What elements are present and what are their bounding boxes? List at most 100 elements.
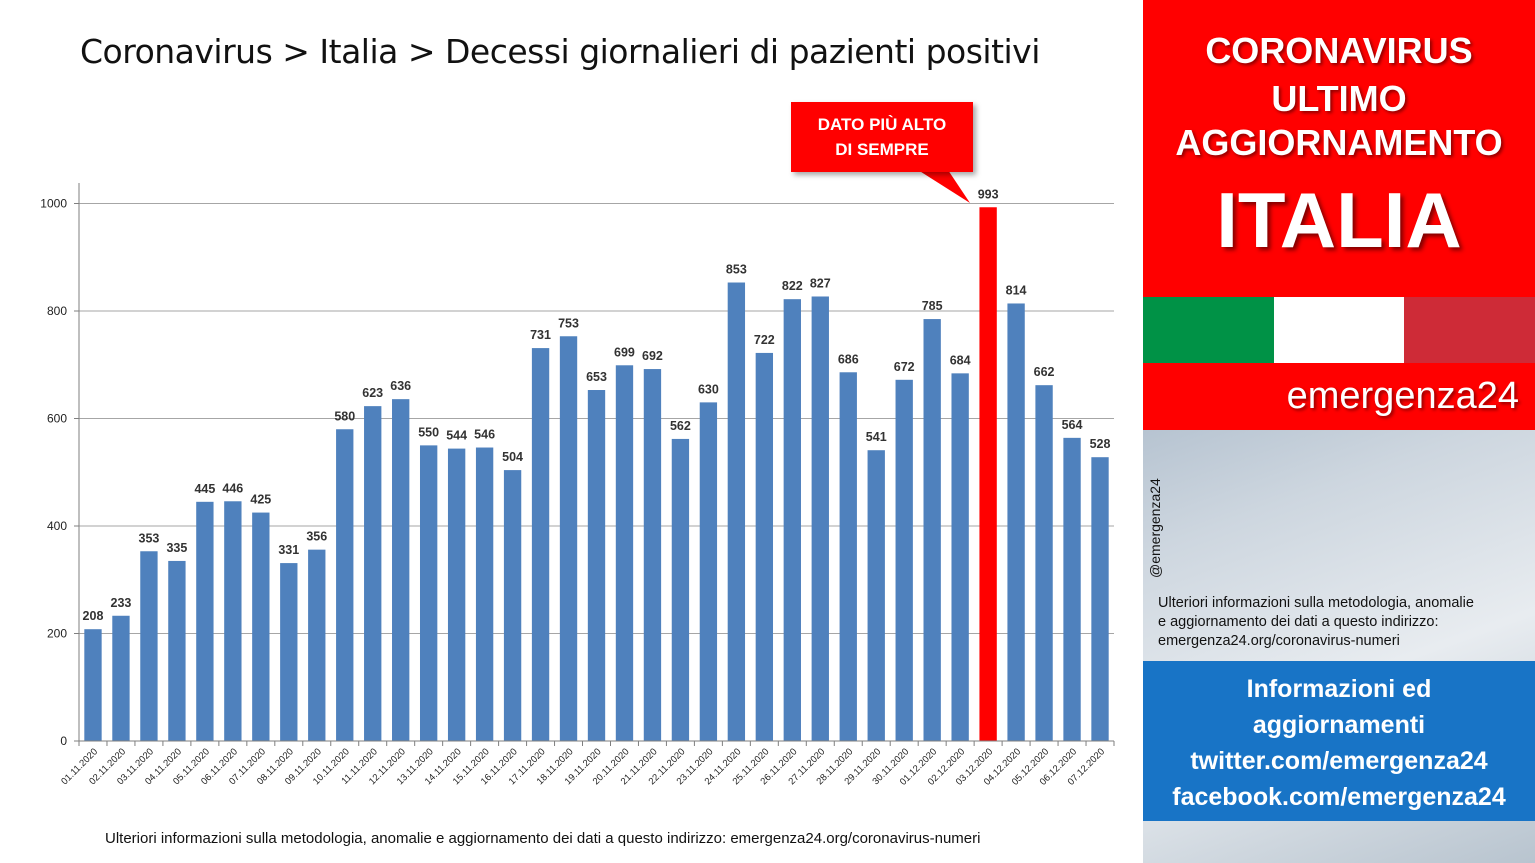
highest-value-callout: DATO PIÙ ALTO DI SEMPRE: [791, 102, 973, 172]
bar: [531, 348, 550, 741]
bar: [224, 501, 242, 741]
bar: [615, 365, 634, 741]
twitter-link[interactable]: twitter.com/emergenza24: [1190, 747, 1488, 775]
bar: [196, 501, 214, 741]
bar: [447, 448, 466, 741]
bar: [112, 615, 130, 741]
bar: [475, 447, 494, 741]
bar: [140, 551, 158, 741]
bar-chart: 208 233 353 335 445 446 425 331 356 580 623 636 550 5…: [40, 183, 1115, 788]
data-label: 699: [614, 345, 635, 359]
headline-aggiornamento: AGGIORNAMENTO: [1175, 122, 1503, 163]
data-label: 580: [334, 409, 355, 423]
bar: [1091, 457, 1109, 741]
flag-red-stripe: [1404, 297, 1535, 363]
data-label: 662: [1034, 365, 1055, 379]
data-label: 541: [866, 430, 887, 444]
chart-x-axis: 01.11.202002.11.202003.11.202004.11.2020…: [59, 740, 1115, 788]
bar: [84, 629, 102, 741]
bar: [168, 560, 186, 741]
social-links-box: Informazioni ed aggiornamenti twitter.co…: [1143, 661, 1535, 821]
bar: [419, 445, 438, 741]
data-label: 822: [782, 279, 803, 293]
page-title: Coronavirus > Italia > Decessi giornalie…: [80, 32, 1040, 71]
headline-coronavirus: CORONAVIRUS: [1205, 30, 1473, 71]
bar: [559, 336, 578, 741]
headline-box: CORONAVIRUS ULTIMO AGGIORNAMENTO ITALIA: [1143, 0, 1535, 297]
data-label: 562: [670, 419, 691, 433]
data-label: 208: [83, 609, 104, 623]
y-tick-label: 200: [47, 627, 67, 641]
callout-line2: DI SEMPRE: [835, 140, 929, 159]
bar: [699, 402, 718, 741]
chart-y-axis: 0 200 400 600 800 1000: [40, 183, 80, 748]
data-label: 623: [362, 386, 383, 400]
data-label: 853: [726, 263, 747, 277]
bar: [336, 429, 354, 741]
methodology-info: Ulteriori informazioni sulla metodologia…: [1158, 594, 1530, 651]
data-label: 446: [222, 481, 243, 495]
y-tick-label: 0: [60, 734, 67, 748]
data-label: 686: [838, 352, 859, 366]
bar: [867, 450, 885, 741]
data-label: 636: [390, 379, 411, 393]
data-label: 353: [139, 531, 160, 545]
bar: [755, 352, 774, 741]
bar: [587, 390, 606, 741]
data-label: 546: [474, 428, 495, 442]
bar: [252, 512, 270, 741]
data-label: 814: [1006, 283, 1027, 297]
data-label: 544: [446, 429, 467, 443]
data-label: 993: [978, 187, 999, 201]
data-label: 722: [754, 333, 775, 347]
info-line3[interactable]: emergenza24.org/coronavirus-numeri: [1158, 633, 1400, 649]
side-panel: CORONAVIRUS ULTIMO AGGIORNAMENTO ITALIA …: [1143, 0, 1535, 863]
flag-white-stripe: [1273, 297, 1405, 363]
data-label: 684: [950, 353, 971, 367]
data-label: 630: [698, 382, 719, 396]
data-label: 445: [194, 482, 215, 496]
bar: [643, 369, 662, 741]
bar: [979, 207, 997, 741]
data-label: 731: [530, 328, 551, 342]
bar: [811, 296, 829, 741]
bar: [280, 563, 298, 741]
bar: [783, 299, 801, 741]
data-label: 827: [810, 276, 831, 290]
bar: [727, 282, 746, 741]
chart-bars: [84, 207, 1109, 741]
bar: [839, 372, 857, 741]
social-line1: Informazioni ed: [1246, 675, 1432, 703]
info-line1: Ulteriori informazioni sulla metodologia…: [1158, 595, 1474, 611]
brand-bar: emergenza24: [1143, 363, 1535, 430]
data-label: 356: [306, 530, 327, 544]
italian-flag: [1143, 297, 1535, 363]
info-line2: e aggiornamento dei dati a questo indiri…: [1158, 614, 1439, 630]
bar: [1035, 385, 1053, 741]
social-line2: aggiornamenti: [1252, 711, 1426, 739]
data-label: 564: [1062, 418, 1083, 432]
callout-pointer: [918, 170, 970, 203]
bar: [895, 379, 913, 741]
flag-green-stripe: [1143, 297, 1274, 363]
data-label: 692: [642, 349, 663, 363]
data-label: 331: [278, 543, 299, 557]
bar: [308, 549, 326, 741]
footnote: Ulteriori informazioni sulla metodologia…: [105, 830, 981, 847]
chart-value-labels: 208 233 353 335 445 446 425 331 356 580 623 636 550 5…: [83, 187, 1111, 623]
data-label: 550: [418, 425, 439, 439]
facebook-link[interactable]: facebook.com/emergenza24: [1172, 783, 1506, 811]
y-tick-label: 600: [47, 412, 67, 426]
data-label: 785: [922, 299, 943, 313]
data-label: 528: [1090, 437, 1111, 451]
headline-ultimo: ULTIMO: [1271, 78, 1407, 119]
headline-italia: ITALIA: [1216, 176, 1462, 264]
bar: [364, 406, 382, 741]
y-tick-label: 400: [47, 519, 67, 533]
bar: [923, 319, 941, 741]
bar: [671, 438, 690, 741]
y-tick-label: 1000: [40, 197, 67, 211]
data-label: 335: [166, 541, 187, 555]
data-label: 753: [558, 316, 579, 330]
bar: [392, 399, 410, 741]
